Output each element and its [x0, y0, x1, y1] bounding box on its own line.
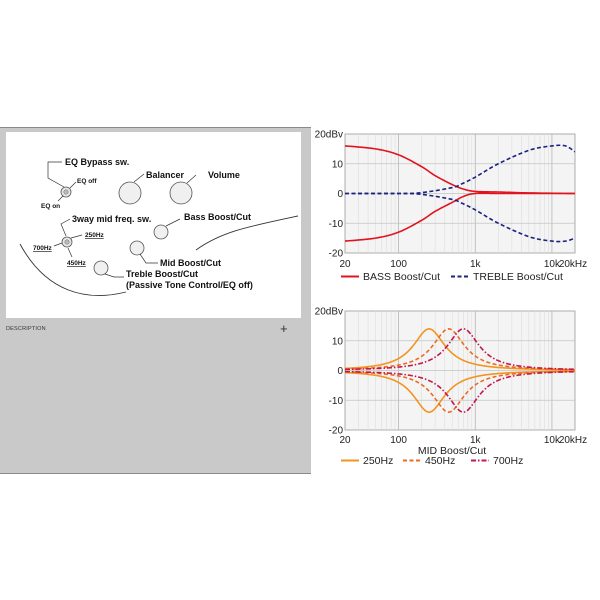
- legend-label: TREBLE Boost/Cut: [473, 271, 563, 283]
- control-diagram-svg: EQ Bypass sw. EQ off EQ on Balancer Volu…: [19, 157, 299, 296]
- eq-bypass-label: EQ Bypass sw.: [65, 157, 129, 167]
- legend-label: BASS Boost/Cut: [363, 271, 440, 283]
- volume-knob: [169, 181, 193, 205]
- x-tick-label: 20kHz: [559, 435, 587, 446]
- chart-title: MID Boost/Cut: [418, 445, 486, 457]
- mid-leader: [139, 253, 158, 264]
- passive-tone-label: (Passive Tone Control/EQ off): [126, 280, 253, 290]
- y-tick-label: 0: [337, 366, 343, 377]
- balancer-label: Balancer: [146, 170, 185, 180]
- body-outline-left: [19, 243, 127, 296]
- series-line-mid-700Hz: [345, 328, 575, 371]
- f450-arrow: [67, 247, 73, 258]
- y-tick-label: 20dBv: [315, 130, 343, 141]
- treble-label: Treble Boost/Cut: [126, 269, 198, 279]
- eq-bypass-switch-center: [63, 189, 69, 195]
- y-tick-label: 10: [332, 336, 344, 347]
- volume-leader: [186, 174, 197, 184]
- mid-knob: [129, 240, 145, 256]
- y-tick-label: -10: [329, 219, 344, 230]
- description-label: DESCRIPTION: [6, 326, 46, 332]
- mid-freq-switch-label: 3way mid freq. sw.: [72, 214, 151, 224]
- bass-leader: [165, 218, 181, 227]
- legend-label: 450Hz: [425, 455, 455, 467]
- y-tick-label: -20: [329, 249, 344, 260]
- f700-arrow: [53, 242, 63, 247]
- y-tick-label: -20: [329, 426, 344, 437]
- treble-leader: [104, 273, 124, 278]
- series-line-treble: [345, 192, 575, 243]
- mid-label: Mid Boost/Cut: [160, 258, 221, 268]
- eq-bypass-leader: [47, 161, 65, 188]
- treble-knob: [93, 260, 109, 276]
- series-line-bass: [345, 145, 575, 195]
- series-group: [345, 144, 575, 243]
- eq-off-label: EQ off: [77, 178, 97, 185]
- x-tick-label: 10k: [544, 435, 561, 446]
- y-tick-label: 0: [337, 189, 343, 200]
- mid-freq-switch-center: [64, 239, 70, 245]
- volume-label: Volume: [208, 170, 240, 180]
- y-tick-label: -10: [329, 396, 344, 407]
- x-tick-label: 20: [339, 259, 351, 270]
- balancer-knob: [118, 181, 142, 205]
- f250-arrow: [70, 234, 83, 239]
- series-line-mid-450Hz: [345, 370, 575, 413]
- body-outline-right: [195, 215, 299, 251]
- series-group: [345, 328, 575, 413]
- f450-label: 450Hz: [67, 260, 87, 267]
- series-line-mid-450Hz: [345, 328, 575, 371]
- legend-label: 700Hz: [493, 455, 523, 467]
- x-tick-label: 20kHz: [559, 259, 587, 270]
- eq-on-label: EQ on: [41, 203, 60, 210]
- series-line-mid-250Hz: [345, 370, 575, 413]
- x-tick-label: 1k: [470, 259, 482, 270]
- control-layout-diagram: EQ Bypass sw. EQ off EQ on Balancer Volu…: [6, 132, 301, 318]
- x-tick-label: 20: [339, 435, 351, 446]
- series-line-mid-250Hz: [345, 328, 575, 371]
- y-tick-label: 10: [332, 159, 344, 170]
- x-tick-label: 1k: [470, 435, 482, 446]
- eq-on-arrow: [57, 195, 64, 202]
- bass-knob: [153, 224, 169, 240]
- legend-label: 250Hz: [363, 455, 393, 467]
- f700-label: 700Hz: [33, 245, 53, 252]
- eq-off-arrow: [69, 181, 77, 189]
- x-tick-label: 100: [390, 259, 407, 270]
- bass-label: Bass Boost/Cut: [184, 212, 251, 222]
- x-tick-label: 10k: [544, 259, 561, 270]
- series-line-treble: [345, 144, 575, 195]
- plus-icon[interactable]: +: [280, 321, 288, 336]
- x-tick-label: 100: [390, 435, 407, 446]
- mid-freq-leader: [60, 218, 71, 237]
- series-line-mid-700Hz: [345, 370, 575, 413]
- balancer-leader: [133, 173, 145, 183]
- y-tick-label: 20dBv: [315, 307, 343, 318]
- description-bar[interactable]: DESCRIPTION +: [0, 320, 300, 340]
- series-line-bass: [345, 192, 575, 242]
- eq-response-charts: 20dBv 10 0 -10 -20 20 100 1k 10k 20kHz BASS Boost/…: [311, 127, 600, 474]
- f250-label: 250Hz: [85, 232, 105, 239]
